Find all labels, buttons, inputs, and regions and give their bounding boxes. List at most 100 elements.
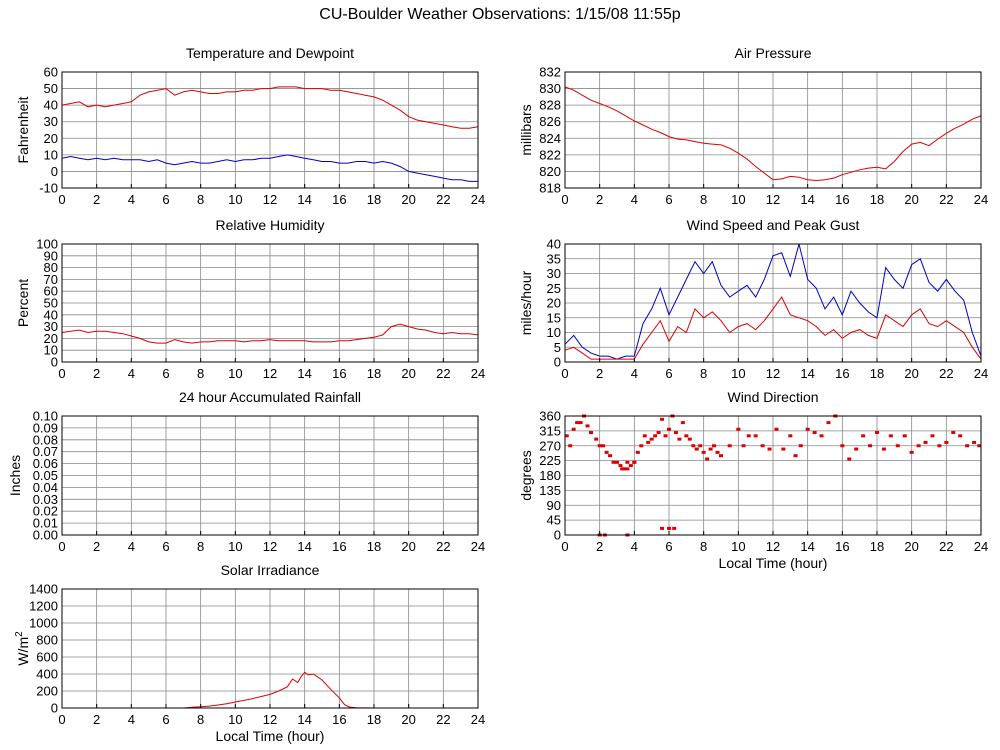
x-tick-label: 0 [561, 192, 568, 207]
y-tick-label: 400 [36, 667, 58, 682]
y-tick-label: 1000 [29, 616, 58, 631]
data-point [585, 424, 590, 428]
x-tick-label: 22 [939, 192, 953, 207]
data-point [826, 421, 831, 425]
data-point [594, 437, 599, 441]
y-tick-label: 90 [44, 248, 58, 263]
data-point [760, 444, 765, 448]
x-tick-label: 6 [162, 192, 169, 207]
x-tick-label: 12 [263, 712, 277, 727]
y-tick-label: 70 [44, 272, 58, 287]
y-tick-label: 0.02 [33, 504, 58, 519]
data-point [916, 444, 921, 448]
y-tick-label: 0 [51, 701, 58, 716]
x-tick-label: 22 [436, 366, 450, 381]
y-tick-label: 1400 [29, 582, 58, 597]
x-axis-label: Local Time (hour) [216, 728, 325, 744]
x-tick-label: 10 [731, 539, 745, 554]
x-tick-label: 10 [731, 192, 745, 207]
x-tick-label: 20 [904, 539, 918, 554]
x-tick-label: 0 [58, 192, 65, 207]
x-tick-label: 2 [93, 712, 100, 727]
data-point [684, 434, 689, 438]
x-tick-label: 24 [471, 192, 485, 207]
data-point [861, 434, 866, 438]
series-line-0 [61, 323, 479, 344]
x-tick-label: 6 [665, 539, 672, 554]
y-tick-label: 822 [539, 147, 561, 162]
data-point [965, 444, 970, 448]
x-tick-label: 14 [800, 192, 814, 207]
x-tick-label: 18 [367, 366, 381, 381]
data-point [812, 431, 817, 435]
data-point [719, 454, 723, 458]
y-tick-label: 0.10 [33, 409, 58, 424]
y-tick-label: 80 [44, 260, 58, 275]
x-tick-label: 20 [401, 192, 415, 207]
x-tick-label: 2 [596, 192, 603, 207]
y-axis-label-text: degrees [518, 450, 534, 501]
data-point [698, 444, 703, 448]
data-point [646, 440, 651, 444]
y-axis-label: Inches [7, 455, 23, 496]
y-tick-label: 826 [539, 114, 561, 129]
x-tick-label: 2 [93, 192, 100, 207]
x-tick-label: 18 [367, 192, 381, 207]
data-point [847, 457, 852, 461]
y-tick-label: 5 [554, 340, 561, 355]
x-tick-label: 18 [870, 366, 884, 381]
data-point [601, 444, 606, 448]
x-tick-label: 16 [835, 192, 849, 207]
y-tick-label: 315 [539, 423, 561, 438]
data-point [788, 434, 793, 438]
x-tick-label: 14 [800, 366, 814, 381]
x-tick-label: 12 [263, 539, 277, 554]
data-point [625, 467, 630, 471]
chart-title: Solar Irradiance [221, 562, 320, 578]
y-tick-label: 135 [539, 483, 561, 498]
x-tick-label: 24 [471, 366, 485, 381]
data-point [625, 460, 630, 464]
data-point [781, 447, 786, 451]
data-point [902, 434, 907, 438]
data-point [705, 457, 710, 461]
data-point [753, 434, 758, 438]
y-axis-label: Percent [15, 279, 31, 327]
y-tick-label: 0.01 [33, 516, 58, 531]
y-tick-label: 20 [44, 331, 58, 346]
x-tick-label: 16 [332, 539, 346, 554]
y-tick-label: 25 [547, 281, 561, 296]
x-tick-label: 24 [974, 539, 988, 554]
x-tick-label: 4 [631, 192, 638, 207]
x-tick-label: 4 [128, 192, 135, 207]
x-tick-label: 14 [297, 366, 311, 381]
y-axis-label: degrees [518, 450, 534, 501]
data-point [881, 447, 886, 451]
temp-chart: 0 2 4 6 8 10 12 14 16 18 20 22 24-100102030405060Tem… [15, 45, 485, 207]
y-tick-label: 35 [547, 251, 561, 266]
wind-chart: 0 2 4 6 8 10 12 14 16 18 20 22 240510152025303540Win… [518, 217, 988, 381]
x-tick-label: 22 [939, 539, 953, 554]
data-point [578, 421, 583, 425]
data-point [589, 431, 593, 435]
y-axis-label: millibars [518, 104, 534, 155]
winddir-chart: 0 2 4 6 8 10 12 14 16 18 20 22 240459013518022527031… [518, 389, 988, 571]
y-tick-label: -10 [39, 181, 58, 196]
y-tick-label: 100 [36, 237, 58, 252]
data-point [909, 450, 914, 454]
y-axis-label-text: miles/hour [518, 270, 534, 335]
data-point [977, 444, 982, 448]
y-tick-label: 828 [539, 98, 561, 113]
y-tick-label: 20 [547, 296, 561, 311]
chart-title: Air Pressure [734, 45, 811, 61]
data-point [620, 467, 625, 471]
x-tick-label: 4 [631, 539, 638, 554]
data-point [805, 427, 810, 431]
y-tick-label: 10 [547, 325, 561, 340]
x-tick-label: 10 [731, 366, 745, 381]
x-tick-label: 8 [197, 366, 204, 381]
data-point [840, 444, 845, 448]
y-axis-label-text: Inches [7, 455, 23, 496]
data-point [677, 437, 682, 441]
y-tick-label: 0 [554, 355, 561, 370]
